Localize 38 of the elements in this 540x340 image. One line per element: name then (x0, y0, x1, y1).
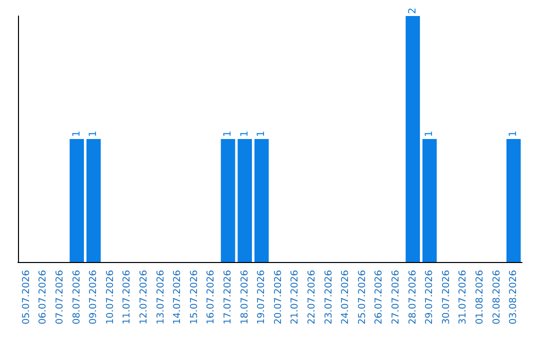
x-tick-label: 23.07.2026 (323, 270, 334, 324)
x-tick-label: 10.07.2026 (104, 270, 116, 324)
data-label: 1 (88, 130, 100, 137)
x-tick-label: 21.07.2026 (290, 270, 301, 324)
x-tick-label: 07.07.2026 (54, 270, 66, 324)
x-tick-label: 09.07.2026 (88, 270, 100, 324)
x-tick-label: 17.07.2026 (222, 270, 234, 324)
x-tick-label: 28.07.2026 (407, 270, 418, 324)
x-tick-label: 31.07.2026 (458, 270, 469, 324)
data-label: 1 (424, 130, 436, 137)
x-tick-label: 12.07.2026 (138, 270, 150, 324)
x-tick-label: 19.07.2026 (256, 270, 268, 324)
x-tick-label: 02.08.2026 (491, 270, 502, 324)
x-tick-label: 06.07.2026 (38, 270, 49, 324)
x-tick-label: 26.07.2026 (374, 270, 385, 324)
x-tick-label: 15.07.2026 (188, 270, 200, 324)
x-tick-label: 30.07.2026 (440, 270, 452, 324)
x-tick-label: 20.07.2026 (272, 270, 284, 324)
x-tick-label: 29.07.2026 (424, 270, 436, 324)
data-label: 1 (239, 130, 250, 137)
x-tick-label: 01.08.2026 (474, 270, 486, 324)
x-tick-label: 25.07.2026 (356, 270, 368, 324)
data-label: 1 (256, 130, 268, 137)
x-tick-label: 24.07.2026 (340, 270, 352, 324)
x-tick-label: 11.07.2026 (122, 270, 133, 324)
data-label: 1 (222, 130, 234, 137)
x-tick-label: 27.07.2026 (390, 270, 402, 324)
x-tick-label: 14.07.2026 (172, 270, 184, 324)
data-label: 1 (508, 130, 520, 137)
data-label: 2 (407, 8, 418, 14)
x-tick-label: 22.07.2026 (306, 270, 318, 324)
x-tick-label: 16.07.2026 (206, 270, 217, 324)
x-tick-label: 05.07.2026 (20, 270, 32, 324)
x-tick-label: 18.07.2026 (239, 270, 250, 324)
x-tick-label: 13.07.2026 (155, 270, 166, 324)
data-label: 1 (71, 130, 82, 137)
x-tick-label: 08.07.2026 (71, 270, 82, 324)
x-tick-label: 03.08.2026 (508, 270, 520, 324)
